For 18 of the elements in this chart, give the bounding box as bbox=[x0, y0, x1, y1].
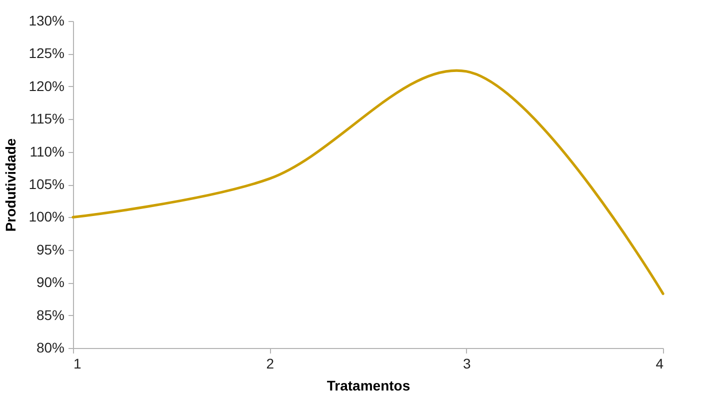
y-tick-label: 100% bbox=[28, 208, 64, 225]
y-tick-label: 85% bbox=[36, 306, 64, 323]
y-tick-label: 110% bbox=[30, 143, 64, 160]
x-tick-label: 1 bbox=[74, 356, 82, 372]
y-tick-label: 130% bbox=[28, 12, 64, 28]
y-axis-title: Produtividade bbox=[2, 138, 19, 232]
x-axis-title: Tratamentos bbox=[326, 378, 410, 394]
line-series bbox=[72, 70, 664, 296]
x-tick-label: 2 bbox=[266, 356, 274, 372]
x-tick-label: 4 bbox=[656, 356, 664, 372]
y-tick-label: 115% bbox=[30, 110, 64, 127]
y-tick-label: 80% bbox=[36, 340, 64, 356]
y-tick-label: 120% bbox=[28, 78, 64, 94]
y-tick-label: 105% bbox=[28, 176, 64, 192]
y-tick-label: 90% bbox=[36, 274, 64, 290]
y-tick-label: 95% bbox=[36, 241, 64, 258]
y-tick-label: 125% bbox=[28, 45, 64, 62]
x-tick-label: 3 bbox=[462, 356, 471, 372]
